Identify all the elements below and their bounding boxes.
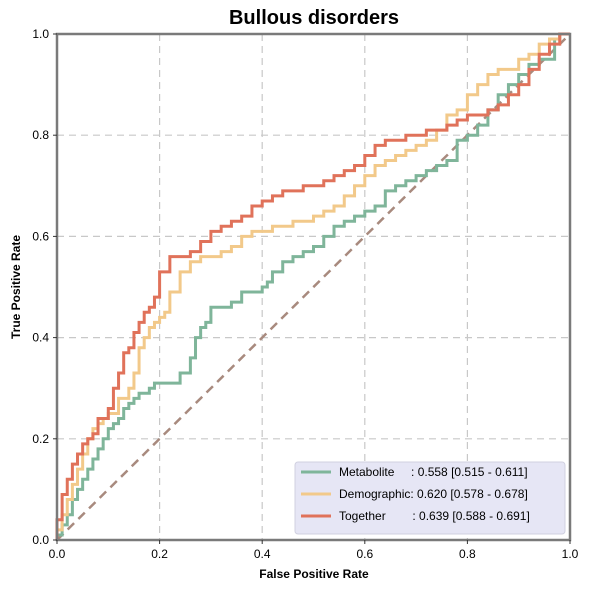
y-tick-label: 0.4 — [32, 331, 49, 345]
x-tick-label: 0.0 — [49, 547, 66, 561]
roc-line-series-1 — [55, 32, 570, 540]
diagonal-layer — [56, 33, 571, 541]
x-tick-label: 1.0 — [562, 547, 579, 561]
series-layer — [55, 32, 570, 540]
x-tick-label: 0.6 — [356, 547, 373, 561]
roc-line-series-3 — [55, 32, 570, 540]
legend-box — [294, 461, 566, 535]
x-tick-label: 0.4 — [254, 547, 271, 561]
legend-entry: Together : 0.639 [0.588 - 0.691] — [339, 509, 530, 523]
legend-entry: Demographic: 0.620 [0.578 - 0.678] — [339, 487, 528, 501]
x-tick-label: 0.8 — [459, 547, 476, 561]
y-tick-label: 0.6 — [32, 229, 49, 243]
y-axis-label: True Positive Rate — [9, 235, 23, 339]
chart-title: Bullous disorders — [229, 7, 399, 29]
y-tick-label: 0.2 — [32, 432, 49, 446]
legend: Metabolite : 0.558 [0.515 - 0.611] Demogr… — [294, 461, 566, 535]
chance-diagonal-line — [56, 33, 571, 541]
y-tick-label: 0.8 — [32, 128, 49, 142]
legend-entry: Metabolite : 0.558 [0.515 - 0.611] — [339, 465, 528, 479]
x-axis-label: False Positive Rate — [259, 567, 369, 581]
plot-frame — [55, 32, 572, 542]
y-tick-label: 1.0 — [32, 27, 49, 41]
ticks: 0.0 0.2 0.4 0.6 0.8 1.0 0.0 0.2 0.4 0.6 0.8 1.0 — [32, 27, 578, 561]
x-tick-label: 0.2 — [151, 547, 168, 561]
y-tick-label: 0.0 — [32, 533, 49, 547]
